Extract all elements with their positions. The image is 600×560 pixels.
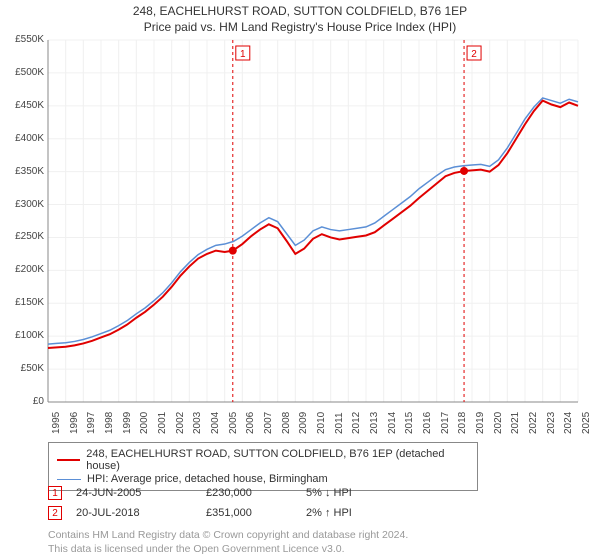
svg-text:1: 1 xyxy=(240,49,246,60)
sales-table: 124-JUN-2005£230,0005% ↓ HPI 220-JUL-2018… xyxy=(48,486,406,526)
legend-item: HPI: Average price, detached house, Birm… xyxy=(57,473,469,485)
footer-line-1: Contains HM Land Registry data © Crown c… xyxy=(48,528,408,542)
chart-plot: 12 xyxy=(0,0,598,432)
legend: 248, EACHELHURST ROAD, SUTTON COLDFIELD,… xyxy=(48,442,478,491)
sale-row: 124-JUN-2005£230,0005% ↓ HPI xyxy=(48,486,406,500)
chart-container: 248, EACHELHURST ROAD, SUTTON COLDFIELD,… xyxy=(0,0,600,560)
legend-item: 248, EACHELHURST ROAD, SUTTON COLDFIELD,… xyxy=(57,448,469,472)
sale-row: 220-JUL-2018£351,0002% ↑ HPI xyxy=(48,506,406,520)
svg-text:2: 2 xyxy=(471,49,477,60)
footer-line-2: This data is licensed under the Open Gov… xyxy=(48,542,408,556)
footer: Contains HM Land Registry data © Crown c… xyxy=(48,528,408,556)
